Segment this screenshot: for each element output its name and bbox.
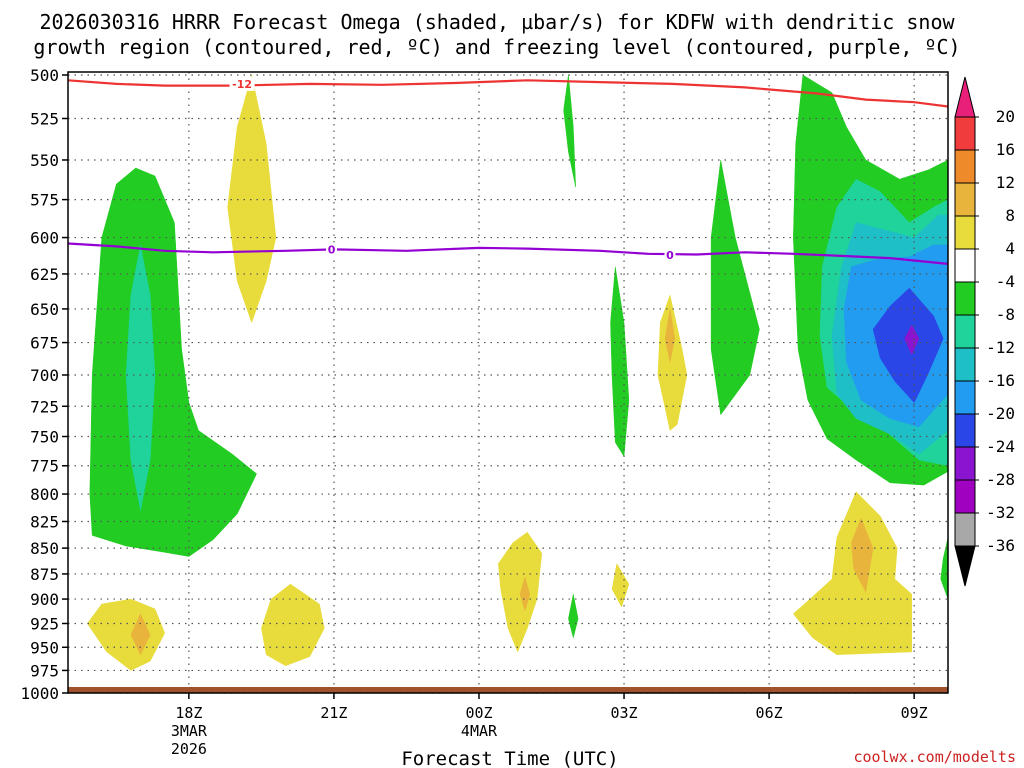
colorbar-bin-5 <box>954 281 976 316</box>
colorbar-bin-0 <box>954 116 976 151</box>
region-green-col-0255z <box>610 266 630 457</box>
label-freezing-level-0-0: 0 <box>328 243 336 256</box>
line-dendritic-growth-minus12 <box>68 79 948 108</box>
region-yellow-blob-17z-low <box>87 598 165 671</box>
region-yellow-blob-01z-low <box>498 531 543 653</box>
label-freezing-level-0-1: 0 <box>666 249 674 262</box>
ytick-label-675: 675 <box>30 334 59 353</box>
region-green-col-0230z <box>563 74 576 188</box>
ytick-label-700: 700 <box>30 366 59 385</box>
xtick-label-00Z-0: 00Z <box>465 704 492 722</box>
y-axis: 500 525 550 575 600 625 650 675 700 725 750 775 800 8… <box>20 66 68 703</box>
colorbar-bin-10 <box>954 446 976 481</box>
region-yellow-blob-20z-low <box>261 583 325 667</box>
colorbar-bin-6 <box>954 314 976 349</box>
ytick-label-500: 500 <box>30 66 59 85</box>
ytick-label-825: 825 <box>30 512 59 531</box>
colorbar-bin-7 <box>954 347 976 382</box>
colorbar-label-2: 12 <box>996 173 1015 192</box>
region-green-sliver-02z-low <box>568 593 579 639</box>
colorbar-label-4: 4 <box>1005 239 1015 258</box>
region-yellow-blob-08z-low <box>793 491 912 655</box>
xtick-label-21Z-0: 21Z <box>320 704 347 722</box>
colorbar-bin-9 <box>954 413 976 448</box>
region-green-edge-0945z-low <box>940 537 948 600</box>
xtick-label-09Z-0: 09Z <box>901 704 928 722</box>
region-orange-blob-17z-low <box>130 613 151 655</box>
region-orange-col-0415z <box>664 308 676 363</box>
chart-title-line2: growth region (contoured, red, ºC) and f… <box>33 35 960 59</box>
colorbar-bin-3 <box>954 215 976 250</box>
xtick-label-06Z-0: 06Z <box>756 704 783 722</box>
colorbar-bin-4 <box>954 248 976 283</box>
ytick-label-1000: 1000 <box>20 684 59 703</box>
ytick-label-950: 950 <box>30 638 59 657</box>
colorbar-label-6: -8 <box>996 305 1015 324</box>
label-bg-dendritic-growth-minus12-0 <box>229 76 255 91</box>
label-dendritic-growth-minus12-0: -12 <box>232 78 252 91</box>
ytick-label-975: 975 <box>30 661 59 680</box>
region-orange-blob-01z-low <box>519 576 531 612</box>
colorbar-label-3: 8 <box>1005 206 1015 225</box>
ytick-label-875: 875 <box>30 565 59 584</box>
line-freezing-level-0 <box>68 242 948 265</box>
colorbar-label-9: -20 <box>986 404 1015 423</box>
colorbar-bottom-arrow <box>954 545 976 587</box>
colorbar-label-8: -16 <box>986 371 1015 390</box>
ytick-label-775: 775 <box>30 457 59 476</box>
colorbar-top-arrow <box>954 76 976 118</box>
ytick-label-625: 625 <box>30 265 59 284</box>
colorbar-label-0: 20 <box>996 107 1015 126</box>
xtick-label-18Z-0: 18Z <box>175 704 202 722</box>
colorbar-label-10: -24 <box>986 437 1015 456</box>
colorbar-label-7: -12 <box>986 338 1015 357</box>
xtick-label-18Z-2: 2026 <box>171 740 207 758</box>
region-purple-core-09z <box>904 324 920 355</box>
ytick-label-600: 600 <box>30 229 59 248</box>
colorbar-label-13: -36 <box>986 536 1015 555</box>
region-yellow-col-0415z <box>657 294 688 431</box>
colorbar-bin-12 <box>954 512 976 547</box>
label-bg-freezing-level-0-0 <box>326 242 338 257</box>
ground-strip <box>68 687 948 693</box>
colorbar-label-12: -32 <box>986 503 1015 522</box>
ytick-label-900: 900 <box>30 590 59 609</box>
xtick-label-18Z-1: 3MAR <box>171 722 208 740</box>
ytick-label-800: 800 <box>30 485 59 504</box>
colorbar-label-11: -28 <box>986 470 1015 489</box>
region-yellow-blob-03z-low <box>611 563 630 608</box>
omega-shaded-regions <box>87 74 948 671</box>
ytick-label-850: 850 <box>30 539 59 558</box>
ytick-label-750: 750 <box>30 428 59 447</box>
credit-text: coolwx.com/modelts <box>853 748 1016 766</box>
colorbar-bin-8 <box>954 380 976 415</box>
colorbar-label-1: 16 <box>996 140 1015 159</box>
colorbar: 20 16 12 8 4 -4 -8 -12 -16 -20 -24 -28 -32 -36 <box>954 76 1015 587</box>
ytick-label-925: 925 <box>30 614 59 633</box>
ytick-label-550: 550 <box>30 151 59 170</box>
contour-lines: -12 0 0 <box>68 76 948 265</box>
ytick-label-525: 525 <box>30 110 59 129</box>
chart-title-line1: 2026030316 HRRR Forecast Omega (shaded, … <box>39 10 955 34</box>
xtick-label-00Z-1: 4MAR <box>461 722 498 740</box>
region-yellow-col-1930z <box>227 74 277 323</box>
region-teal-col-18z <box>125 244 156 511</box>
xtick-label-03Z-0: 03Z <box>610 704 637 722</box>
colorbar-bin-11 <box>954 479 976 514</box>
colorbar-bin-1 <box>954 149 976 184</box>
ytick-label-725: 725 <box>30 397 59 416</box>
ytick-label-575: 575 <box>30 191 59 210</box>
label-bg-freezing-level-0-1 <box>664 248 676 263</box>
colorbar-label-5: -4 <box>996 272 1015 291</box>
colorbar-bin-2 <box>954 182 976 217</box>
ytick-label-650: 650 <box>30 300 59 319</box>
x-axis-label: Forecast Time (UTC) <box>401 748 618 768</box>
plot-frame <box>67 71 949 694</box>
